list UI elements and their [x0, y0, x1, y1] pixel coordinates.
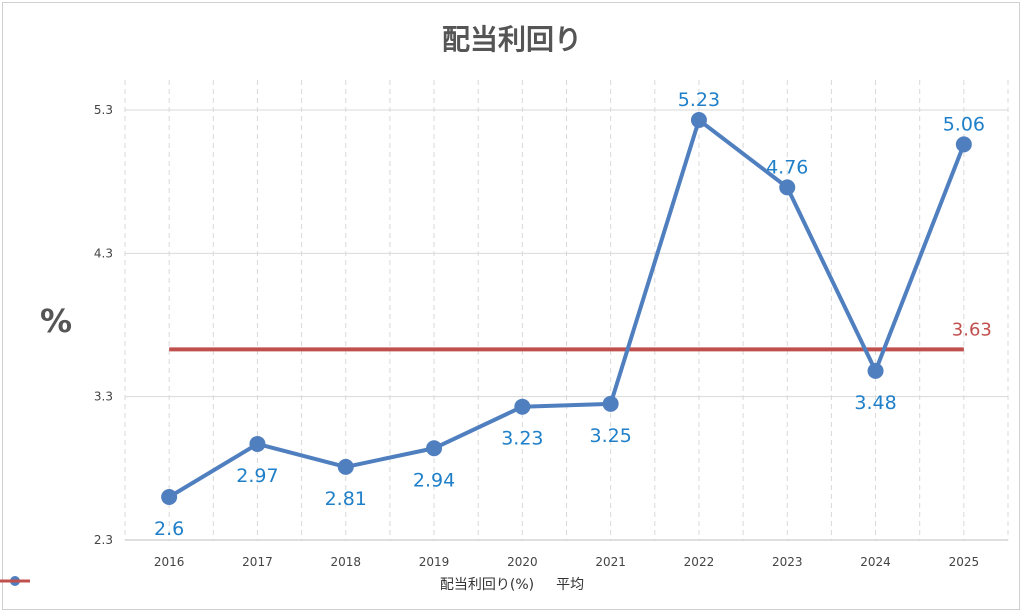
x-tick-label: 2017 [242, 555, 273, 569]
yield-data-label: 2.97 [236, 465, 278, 487]
yield-data-point [514, 398, 531, 415]
yield-data-label: 2.94 [413, 469, 455, 491]
x-tick-label: 2023 [772, 555, 803, 569]
yield-data-point [779, 179, 796, 196]
yield-data-point [337, 458, 354, 475]
x-tick-label: 2021 [595, 555, 626, 569]
legend-item-yield: 配当利回り(%) [0, 574, 535, 594]
legend-average-label: 平均 [556, 577, 585, 593]
yield-data-point [867, 362, 884, 379]
y-tick-label: 2.3 [94, 533, 113, 547]
legend-item-average: 平均 [0, 574, 585, 594]
legend-yield-label: 配当利回り(%) [439, 577, 535, 593]
x-tick-label: 2018 [330, 555, 361, 569]
legend: 配当利回り(%) 平均 [0, 574, 1024, 594]
yield-data-label: 5.06 [943, 113, 985, 135]
legend-average-marker [0, 579, 30, 583]
y-tick-label: 3.3 [94, 390, 113, 404]
yield-data-label: 2.6 [154, 518, 184, 540]
x-tick-label: 2019 [419, 555, 450, 569]
yield-data-point [161, 489, 178, 505]
yield-data-label: 5.23 [678, 89, 720, 111]
y-axis-label: % [40, 302, 73, 340]
yield-data-label: 2.81 [325, 488, 367, 510]
x-tick-label: 2022 [684, 555, 715, 569]
yield-data-label: 3.48 [854, 392, 896, 414]
y-tick-label: 5.3 [94, 103, 113, 117]
x-tick-label: 2016 [154, 555, 185, 569]
x-tick-label: 2024 [860, 555, 891, 569]
yield-data-label: 4.76 [766, 156, 808, 178]
yield-data-point [249, 435, 266, 452]
y-tick-label: 4.3 [94, 246, 113, 260]
yield-series-line [168, 118, 966, 499]
yield-data-point [955, 136, 972, 153]
average-data-label: 3.63 [952, 319, 992, 340]
yield-data-point [602, 395, 619, 412]
x-tick-label: 2020 [507, 555, 538, 569]
yield-data-point [426, 440, 443, 457]
chart-title: 配当利回り [441, 23, 582, 56]
yield-data-label: 3.23 [501, 428, 543, 450]
yield-data-point [690, 112, 707, 129]
x-tick-label: 2025 [949, 555, 980, 569]
yield-data-label: 3.25 [589, 425, 631, 447]
